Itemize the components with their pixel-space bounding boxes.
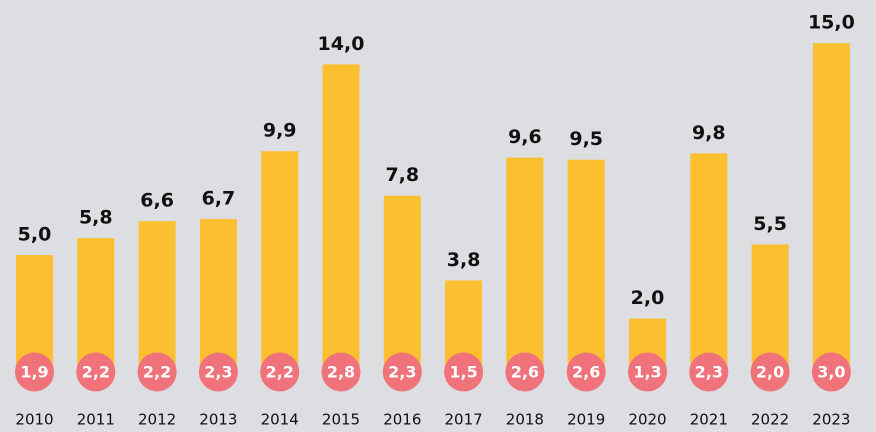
value-label: 9,5: [569, 128, 603, 150]
badge-label: 2,3: [204, 363, 232, 382]
badge-label: 1,3: [633, 363, 661, 382]
badge: [811, 352, 851, 392]
bar: [567, 159, 605, 373]
value-label: 7,8: [385, 164, 419, 186]
value-label: 9,9: [263, 120, 297, 142]
badge: [137, 352, 177, 392]
badge: [321, 352, 361, 392]
value-label: 6,6: [140, 190, 174, 212]
value-label: 9,8: [692, 122, 726, 144]
x-tick-label: 2015: [322, 411, 360, 429]
badge-label: 2,2: [82, 363, 110, 382]
badge: [628, 352, 667, 392]
bar: [383, 195, 421, 373]
x-tick-label: 2013: [199, 411, 237, 429]
bar: [77, 238, 115, 373]
bar: [690, 153, 728, 373]
badge-label: 2,8: [327, 363, 355, 382]
x-tick-label: 2021: [690, 411, 728, 429]
x-tick-label: 2019: [567, 411, 605, 429]
bar: [751, 244, 789, 373]
value-label: 2,0: [631, 287, 665, 309]
value-label: 6,7: [202, 188, 236, 210]
value-label: 15,0: [808, 12, 855, 34]
bar: [199, 219, 237, 373]
badge: [15, 352, 54, 392]
x-tick-label: 2023: [812, 411, 850, 429]
badge-label: 2,6: [511, 363, 539, 382]
value-label: 9,6: [508, 126, 542, 148]
bar: [506, 157, 544, 373]
x-tick-label: 2011: [77, 411, 115, 429]
badge-label: 2,3: [695, 363, 723, 382]
bar: [322, 64, 360, 373]
badge-label: 2,2: [143, 363, 171, 382]
bar: [261, 151, 299, 373]
value-label: 5,8: [79, 207, 113, 229]
badge-label: 1,5: [449, 363, 477, 382]
x-tick-label: 2016: [383, 411, 421, 429]
badge: [750, 352, 790, 392]
bar: [138, 221, 176, 373]
x-tick-label: 2014: [261, 411, 299, 429]
badge-label: 3,0: [817, 363, 845, 382]
x-tick-label: 2018: [506, 411, 544, 429]
value-label: 5,5: [753, 213, 787, 235]
badge: [260, 352, 300, 392]
badge: [505, 352, 545, 392]
badge: [382, 352, 422, 392]
value-label: 3,8: [447, 249, 481, 271]
badge-label: 2,6: [572, 363, 600, 382]
x-tick-label: 2020: [628, 411, 666, 429]
x-tick-label: 2010: [15, 411, 53, 429]
value-label: 14,0: [318, 33, 365, 55]
bar: [812, 43, 850, 373]
badge: [689, 352, 729, 392]
badge: [198, 352, 238, 392]
badge-label: 2,2: [266, 363, 294, 382]
badge-label: 2,3: [388, 363, 416, 382]
x-tick-label: 2022: [751, 411, 789, 429]
badge-label: 2,0: [756, 363, 784, 382]
badge: [444, 352, 484, 392]
x-tick-label: 2017: [445, 411, 483, 429]
badge: [566, 352, 606, 392]
badge: [76, 352, 116, 392]
badge-label: 1,9: [20, 363, 48, 382]
value-label: 5,0: [18, 224, 52, 246]
x-tick-label: 2012: [138, 411, 176, 429]
